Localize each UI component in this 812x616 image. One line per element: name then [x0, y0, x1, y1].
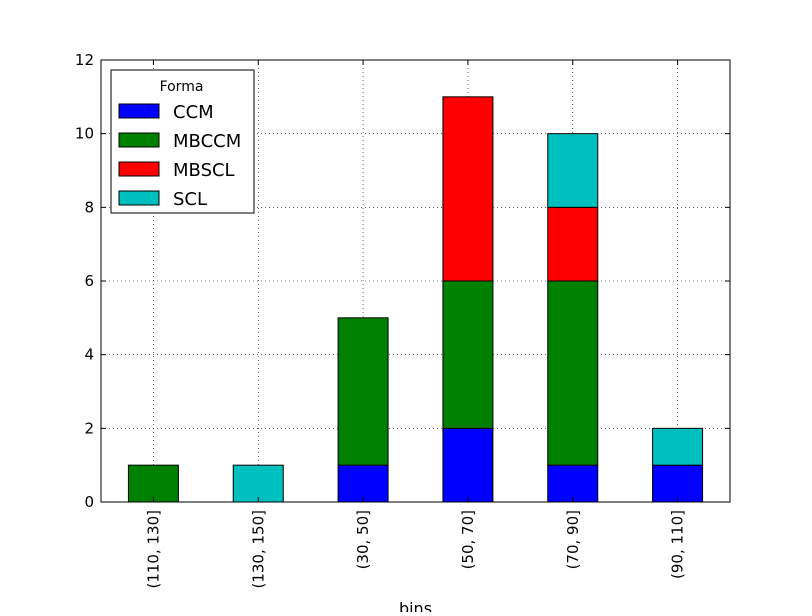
bar-scl — [547, 133, 599, 208]
y-tick-label: 4 — [84, 346, 94, 364]
x-tick-label: (110, 130] — [144, 510, 162, 589]
bar-scl — [232, 464, 284, 503]
x-tick-label: (90, 110] — [669, 510, 687, 579]
x-tick-label: (130, 150] — [249, 510, 267, 589]
x-tick-label: (30, 50] — [354, 510, 372, 569]
bar-mbccm — [337, 317, 389, 466]
bar-ccm — [547, 464, 599, 503]
bar-ccm — [652, 464, 704, 503]
bar-ccm — [442, 427, 494, 503]
y-tick-label: 2 — [84, 419, 94, 437]
legend-swatch-scl — [118, 190, 160, 206]
bar-mbccm — [127, 464, 179, 503]
y-axis-ticks: 0 2 4 6 8 10 12 — [75, 51, 730, 511]
legend-swatch-mbccm — [118, 132, 160, 148]
legend-label-mbccm: MBCCM — [173, 131, 241, 152]
legend-label-ccm: CCM — [173, 102, 214, 123]
bar-mbccm — [442, 280, 494, 429]
legend-label-scl: SCL — [173, 189, 207, 210]
y-tick-label: 6 — [84, 272, 94, 290]
y-tick-label: 12 — [75, 51, 94, 69]
bar-mbscl — [547, 206, 599, 282]
x-tick-label: (70, 90] — [564, 510, 582, 569]
legend: Forma CCM MBCCM MBSCL SCL — [110, 69, 255, 214]
bar-mbscl — [442, 96, 494, 282]
legend-swatch-mbscl — [118, 161, 160, 177]
bars — [127, 96, 704, 503]
legend-title: Forma — [160, 79, 204, 95]
y-tick-label: 8 — [84, 198, 94, 216]
y-tick-label: 10 — [75, 125, 94, 143]
y-tick-label: 0 — [84, 493, 94, 511]
legend-label-mbscl: MBSCL — [173, 160, 235, 181]
bar-mbccm — [547, 280, 599, 466]
x-axis-ticks: (110, 130] (130, 150] (30, 50] (50, 70] (70,… — [144, 60, 687, 589]
x-tick-label: (50, 70] — [459, 510, 477, 569]
bar-scl — [652, 427, 704, 466]
legend-swatch-ccm — [118, 103, 160, 119]
x-axis-label: bins — [399, 599, 432, 612]
bar-ccm — [337, 464, 389, 503]
